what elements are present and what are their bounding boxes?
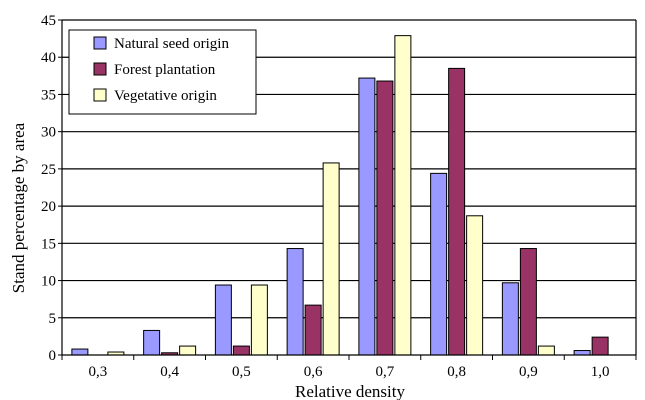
bar <box>448 67 466 356</box>
bar <box>394 35 412 356</box>
x-tick-labels: 0,3 0,4 0,5 0,6 0,7 0,8 0,9 1,0 <box>61 355 637 380</box>
bar <box>304 304 322 356</box>
legend-swatch <box>93 36 107 50</box>
y-tick-labels: 0 5 10 15 20 25 30 35 40 45 <box>41 13 62 364</box>
bar <box>214 284 232 356</box>
bar <box>358 77 376 356</box>
bars <box>71 35 609 356</box>
y-tick-label: 25 <box>41 162 56 178</box>
bar <box>250 284 268 356</box>
y-tick-label: 0 <box>49 348 57 364</box>
bar <box>286 248 304 356</box>
bar <box>591 336 609 356</box>
x-tick-label: 0,3 <box>89 364 108 380</box>
x-tick-label: 0,6 <box>304 364 323 380</box>
bar <box>519 248 537 356</box>
legend-label: Forest plantation <box>114 62 216 78</box>
x-tick-label: 0,5 <box>232 364 251 380</box>
x-axis-title: Relative density <box>295 382 406 400</box>
x-tick-label: 1,0 <box>591 364 610 380</box>
bar <box>466 215 484 356</box>
legend-swatch <box>93 62 107 76</box>
y-axis-title: Stand percentage by area <box>9 122 28 293</box>
y-tick-label: 35 <box>41 87 56 103</box>
legend-label: Natural seed origin <box>114 36 229 52</box>
bar <box>430 172 448 356</box>
x-tick-label: 0,7 <box>376 364 395 380</box>
legend-swatch <box>93 88 107 102</box>
bar <box>537 345 555 356</box>
bar <box>501 282 519 356</box>
bar <box>322 162 340 356</box>
y-tick-label: 30 <box>41 125 56 141</box>
y-tick-label: 20 <box>41 199 56 215</box>
legend-label: Vegetative origin <box>114 88 217 104</box>
y-tick-label: 40 <box>41 50 56 66</box>
legend: Natural seed origin Forest plantation Vege… <box>68 29 257 115</box>
x-tick-label: 0,4 <box>160 364 179 380</box>
y-tick-label: 15 <box>41 236 56 252</box>
bar <box>573 350 591 356</box>
y-tick-label: 10 <box>41 274 56 290</box>
y-tick-label: 45 <box>41 13 56 29</box>
bar <box>376 80 394 356</box>
bar <box>71 348 89 356</box>
bar <box>179 345 197 356</box>
bar <box>232 345 250 356</box>
y-tick-label: 5 <box>49 311 57 327</box>
x-tick-label: 0,9 <box>519 364 538 380</box>
x-tick-label: 0,8 <box>447 364 466 380</box>
bar <box>143 329 161 356</box>
